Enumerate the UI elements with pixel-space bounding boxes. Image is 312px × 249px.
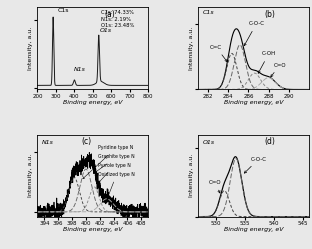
Text: Pyrrole type N: Pyrrole type N xyxy=(98,163,131,183)
Y-axis label: Intensity, a.u.: Intensity, a.u. xyxy=(189,27,194,70)
Text: (d): (d) xyxy=(265,137,275,146)
Text: C-OH: C-OH xyxy=(258,51,276,73)
Y-axis label: Intensity, a.u.: Intensity, a.u. xyxy=(28,154,33,197)
Y-axis label: Intensity, a.u.: Intensity, a.u. xyxy=(28,27,33,70)
Y-axis label: Intensity, a.u.: Intensity, a.u. xyxy=(189,154,194,197)
Text: C-O-C: C-O-C xyxy=(244,157,266,173)
Text: (a): (a) xyxy=(104,10,115,19)
Text: C1s: C1s xyxy=(57,7,69,12)
Text: Graphite type N: Graphite type N xyxy=(94,154,135,173)
Text: C=C: C=C xyxy=(210,45,227,62)
Text: N1s: N1s xyxy=(42,140,54,145)
Text: C1s: C1s xyxy=(202,10,214,15)
Text: N1s: N1s xyxy=(74,67,86,72)
Text: (b): (b) xyxy=(265,10,275,19)
X-axis label: Binding energy, eV: Binding energy, eV xyxy=(63,227,123,232)
Text: (c): (c) xyxy=(82,137,92,146)
Text: C=O: C=O xyxy=(209,180,221,193)
X-axis label: Binding energy, eV: Binding energy, eV xyxy=(224,100,283,105)
Text: C=O: C=O xyxy=(271,62,286,77)
Text: Oxidized type N: Oxidized type N xyxy=(98,172,135,197)
X-axis label: Binding energy, eV: Binding energy, eV xyxy=(224,227,283,232)
Text: Pyridine type N: Pyridine type N xyxy=(83,145,134,179)
Text: C-O-C: C-O-C xyxy=(244,21,265,46)
Text: C1s: 74.33%
N1s: 2.19%
O1s: 23.48%: C1s: 74.33% N1s: 2.19% O1s: 23.48% xyxy=(100,10,134,28)
Text: O1s: O1s xyxy=(100,28,112,33)
X-axis label: Binding energy, eV: Binding energy, eV xyxy=(63,100,123,105)
Text: O1s: O1s xyxy=(202,140,215,145)
